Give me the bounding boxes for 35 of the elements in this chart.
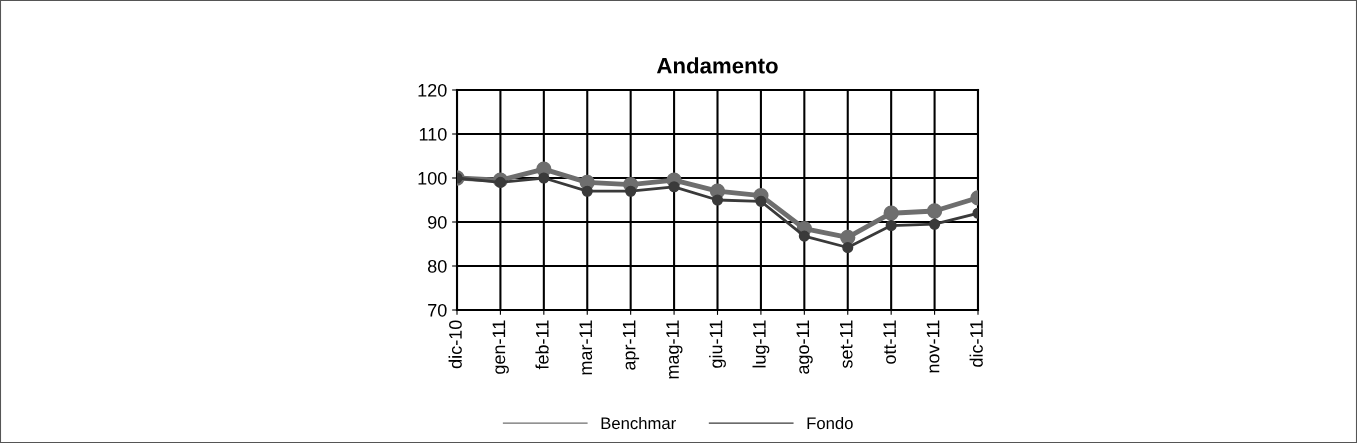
x-tick-label: ago-11 <box>796 320 813 374</box>
x-tick-label: feb-11 <box>535 320 549 370</box>
point <box>538 172 550 184</box>
x-tick-label: giu-11 <box>709 320 726 368</box>
legend-label: Benchmar <box>601 416 676 430</box>
point <box>885 219 897 232</box>
legend-label: Fondo <box>807 416 853 430</box>
x-tick-label: apr-11 <box>622 320 640 370</box>
point <box>668 181 680 193</box>
point <box>842 241 854 254</box>
y-tick-label: 100 <box>418 171 447 185</box>
point <box>711 194 724 206</box>
chart-title: Andamento <box>656 57 778 74</box>
x-tick-label: gen-11 <box>492 320 509 374</box>
point <box>494 176 506 188</box>
y-tick-label: 120 <box>418 83 447 97</box>
point <box>926 203 943 219</box>
point <box>929 218 941 230</box>
x-tick-label: nov-11 <box>926 320 940 373</box>
x-tick-label: dic-10 <box>448 320 462 369</box>
x-tick-label: mag-11 <box>666 320 683 379</box>
x-tick-label: dic-11 <box>969 320 983 367</box>
y-tick-label: 80 <box>427 259 447 273</box>
y-tick-label: 70 <box>428 303 447 317</box>
x-tick-label: set-11 <box>840 320 853 369</box>
x-tick-label: lug-11 <box>752 320 770 368</box>
point <box>883 205 899 221</box>
point <box>755 195 767 207</box>
point <box>798 230 810 242</box>
point <box>625 185 637 197</box>
x-tick-label: ott-11 <box>883 320 897 364</box>
x-tick-label: mar-11 <box>579 320 593 375</box>
y-tick-label: 90 <box>428 215 447 229</box>
point <box>581 185 593 197</box>
y-tick-label: 110 <box>419 127 447 141</box>
